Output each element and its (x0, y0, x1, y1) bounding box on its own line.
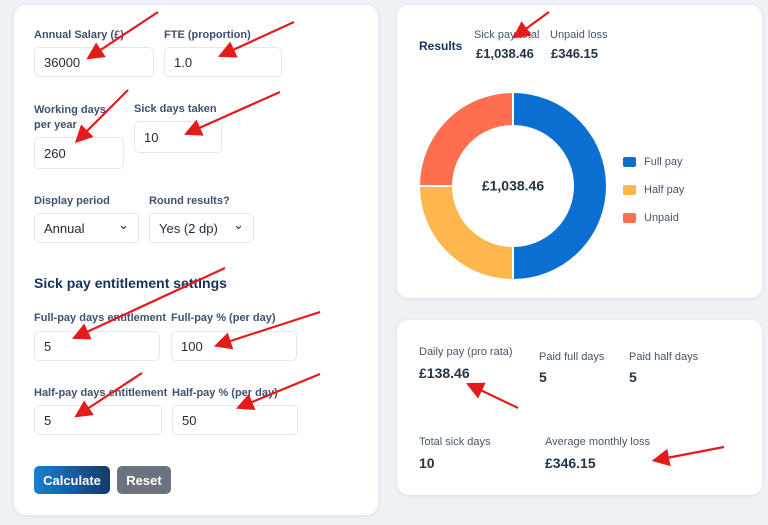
summary-label: Paid half days (629, 351, 699, 363)
donut-center-label: £1,038.46 (482, 178, 544, 194)
stat-value: £1,038.46 (476, 46, 534, 61)
donut-segment[interactable] (417, 90, 514, 187)
select-value: Annual (44, 220, 85, 236)
legend-entry[interactable]: Half pay (644, 184, 685, 196)
summary-label: Total sick days (419, 436, 491, 448)
summary-value: £138.46 (419, 365, 470, 381)
legend-swatch (623, 185, 636, 195)
summary-label: Average monthly loss (545, 436, 650, 448)
donut-segment[interactable] (512, 90, 608, 282)
calculate-button[interactable]: Calculate (34, 466, 110, 494)
legend-entry[interactable]: Unpaid (644, 212, 679, 224)
select[interactable]: Yes (2 dp) (149, 213, 254, 243)
summary-label: Daily pay (pro rata) (419, 346, 513, 358)
stat-value: £346.15 (551, 46, 598, 61)
field-label: Round results? (149, 195, 230, 207)
reset-button[interactable]: Reset (117, 466, 171, 494)
field-label: Display period (34, 195, 110, 207)
donut-segment[interactable] (417, 185, 514, 282)
summary-value: 5 (539, 369, 547, 385)
select[interactable]: Annual (34, 213, 139, 243)
legend-swatch (623, 213, 636, 223)
summary-value: 10 (419, 455, 435, 471)
summary-label: Paid full days (539, 351, 605, 363)
select-value: Yes (2 dp) (159, 220, 218, 236)
summary-value: £346.15 (545, 455, 596, 471)
legend-swatch (623, 157, 636, 167)
legend-entry[interactable]: Full pay (644, 156, 683, 168)
stat-label: Unpaid loss (550, 29, 608, 41)
summary-card (397, 320, 762, 495)
summary-value: 5 (629, 369, 637, 385)
results-title: Results (419, 39, 463, 53)
text-input[interactable]: 50 (172, 405, 298, 435)
